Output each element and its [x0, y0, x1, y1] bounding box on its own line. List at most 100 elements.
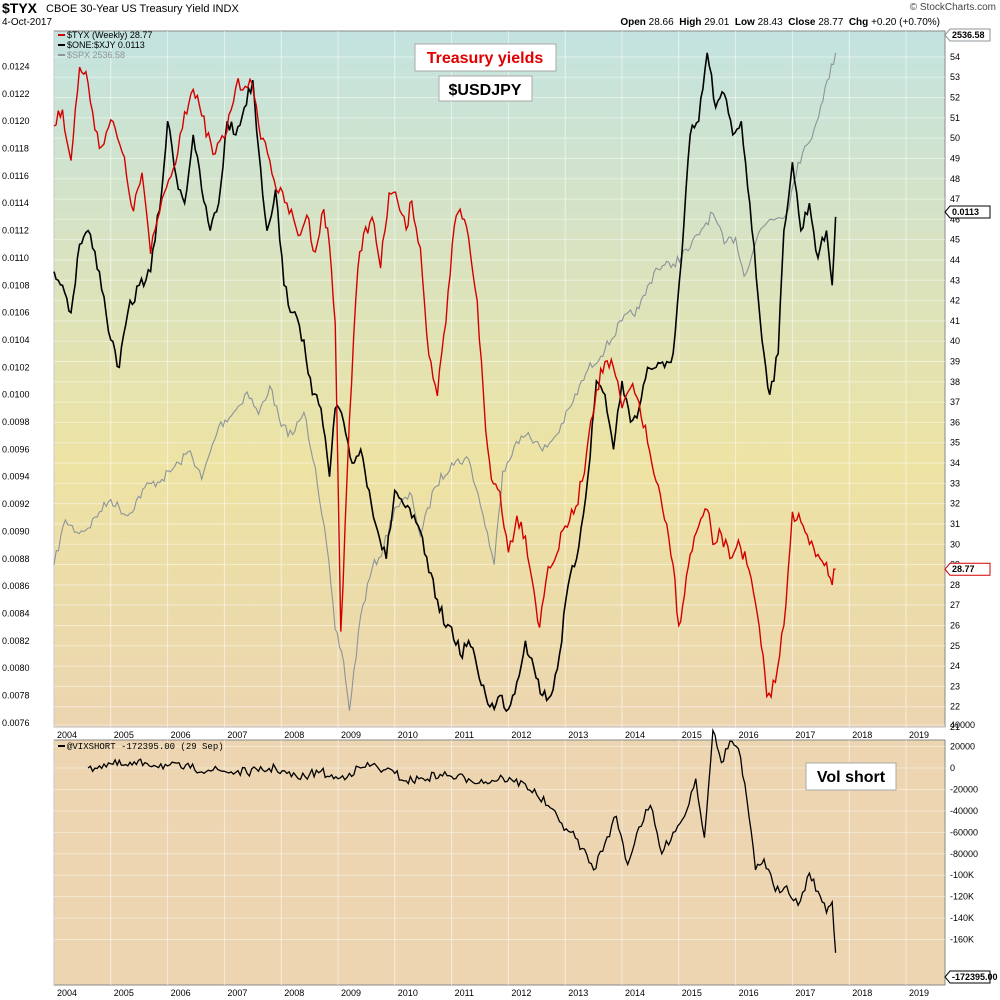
right-tick-label: 52: [950, 93, 960, 103]
x-tick-label: 2014: [625, 988, 645, 998]
x-tick-label: 2011: [455, 988, 474, 998]
ohlc-low-label: Low: [734, 17, 755, 28]
x-tick-label: 2005: [114, 988, 134, 998]
x-tick-label: 2017: [795, 988, 815, 998]
left-tick-label: 0.0114: [2, 198, 29, 208]
x-tick-label: 2006: [171, 730, 191, 740]
annotation-box-volshort: [805, 762, 897, 791]
x-tick-label: 2005: [114, 730, 134, 740]
left-tick-label: 0.0118: [2, 144, 29, 154]
x-tick-label: 2008: [284, 988, 304, 998]
x-tick-label: 2013: [568, 730, 588, 740]
left-tick-label: 0.0108: [2, 280, 30, 290]
left-tick-label: 0.0102: [2, 362, 30, 372]
chart-header: $TYX CBOE 30-Year US Treasury Yield INDX…: [0, 0, 1000, 32]
left-tick-label: 0.0090: [2, 526, 30, 536]
right-tick-label: 46: [950, 214, 960, 224]
symbol-name: CBOE 30-Year US Treasury Yield INDX: [46, 3, 239, 15]
right-tick-label: 30: [950, 539, 960, 549]
left-tick-label: 0.0124: [2, 61, 30, 71]
left-tick-label: 0.0088: [2, 554, 30, 564]
right-tick-label: 49: [950, 153, 960, 163]
right-tick-label: 37: [950, 397, 960, 407]
x-tick-label: 2017: [795, 730, 815, 740]
right-tick-label: 35: [950, 438, 960, 448]
series-usdjpy-line: [53, 52, 837, 713]
right-tick-label: 51: [950, 113, 960, 123]
last-value-vixshort-box: [944, 970, 991, 984]
left-tick-label: 0.0106: [2, 308, 30, 318]
bottom-plot-area: [53, 739, 946, 986]
x-tick-label: 2009: [341, 988, 361, 998]
left-tick-label: 0.0086: [2, 581, 30, 591]
ohlc-chg-label: Chg: [848, 17, 869, 28]
left-tick-label: 0.0084: [2, 608, 30, 618]
right-tick-label: 39: [950, 357, 960, 367]
x-tick-label: 2018: [852, 988, 872, 998]
right-tick-label: 42: [950, 296, 960, 306]
right-tick-label: 31: [950, 519, 960, 529]
last-value-tyx-box: [944, 562, 991, 576]
last-value-usdjpy-box: [944, 205, 991, 219]
right-tick-label: 23: [950, 681, 960, 691]
x-tick-label: 2012: [511, 730, 531, 740]
right-tick-label: 45: [950, 235, 960, 245]
bottom-tick-label: -60000: [950, 827, 978, 837]
right-tick-label: 24: [950, 661, 960, 671]
ohlc-low-value: 28.43: [757, 17, 783, 28]
legend-vixshort: @VIXSHORT -172395.00 (29 Sep): [67, 742, 224, 752]
left-tick-label: 0.0100: [2, 390, 30, 400]
right-tick-label: 41: [950, 316, 960, 326]
right-tick-label: 47: [950, 194, 960, 204]
right-tick-label: 34: [950, 458, 960, 468]
right-tick-label: 27: [950, 600, 960, 610]
brand-label: © StockCharts.com: [909, 2, 996, 13]
ohlc-open-value: 28.66: [648, 17, 674, 28]
x-tick-label: 2012: [511, 988, 531, 998]
right-tick-label: 22: [950, 702, 960, 712]
right-tick-label: 38: [950, 377, 960, 387]
ohlc-high-value: 29.01: [704, 17, 730, 28]
left-tick-label: 0.0076: [2, 718, 30, 728]
symbol-title: $TYX: [2, 0, 38, 16]
left-tick-label: 0.0096: [2, 444, 30, 454]
right-tick-label: 25: [950, 641, 960, 651]
annotation-volshort: Vol short: [817, 769, 886, 786]
last-value-spx-box: [944, 28, 991, 42]
annotation-box-usdjpy: [438, 75, 533, 102]
annotation-usdjpy: $USDJPY: [449, 82, 522, 99]
right-tick-label: 21: [950, 722, 960, 732]
legend-tyx: $TYX (Weekly) 28.77: [67, 30, 152, 40]
left-tick-label: 0.0122: [2, 89, 30, 99]
x-tick-label: 2006: [171, 988, 191, 998]
x-tick-label: 2014: [625, 730, 645, 740]
left-tick-label: 0.0098: [2, 417, 30, 427]
x-tick-label: 2008: [284, 730, 304, 740]
left-tick-label: 0.0094: [2, 472, 30, 482]
bottom-tick-label: -120K: [950, 892, 974, 902]
left-tick-label: 0.0116: [2, 171, 29, 181]
last-value-tyx: 28.77: [952, 564, 975, 574]
bottom-tick-label: -160K: [950, 935, 974, 945]
bottom-tick-label: -100K: [950, 870, 974, 880]
left-tick-label: 0.0082: [2, 636, 30, 646]
x-tick-label: 2016: [739, 988, 759, 998]
x-tick-label: 2019: [909, 988, 929, 998]
right-tick-label: 43: [950, 275, 960, 285]
right-tick-label: 44: [950, 255, 960, 265]
ohlc-open-label: Open: [620, 17, 646, 28]
left-tick-label: 0.0120: [2, 116, 30, 126]
x-tick-label: 2019: [909, 730, 929, 740]
x-tick-label: 2010: [398, 730, 418, 740]
x-tick-label: 2007: [227, 988, 247, 998]
series-spx-line: [53, 52, 837, 711]
series-vixshort-line: [87, 728, 837, 953]
right-tick-label: 33: [950, 478, 960, 488]
annotation-box-treasury: [414, 43, 557, 72]
x-tick-label: 2015: [682, 988, 702, 998]
bottom-tick-label: 20000: [950, 742, 975, 752]
left-tick-label: 0.0110: [2, 253, 29, 263]
bottom-tick-label: 40000: [950, 720, 975, 730]
x-tick-label: 2016: [739, 730, 759, 740]
